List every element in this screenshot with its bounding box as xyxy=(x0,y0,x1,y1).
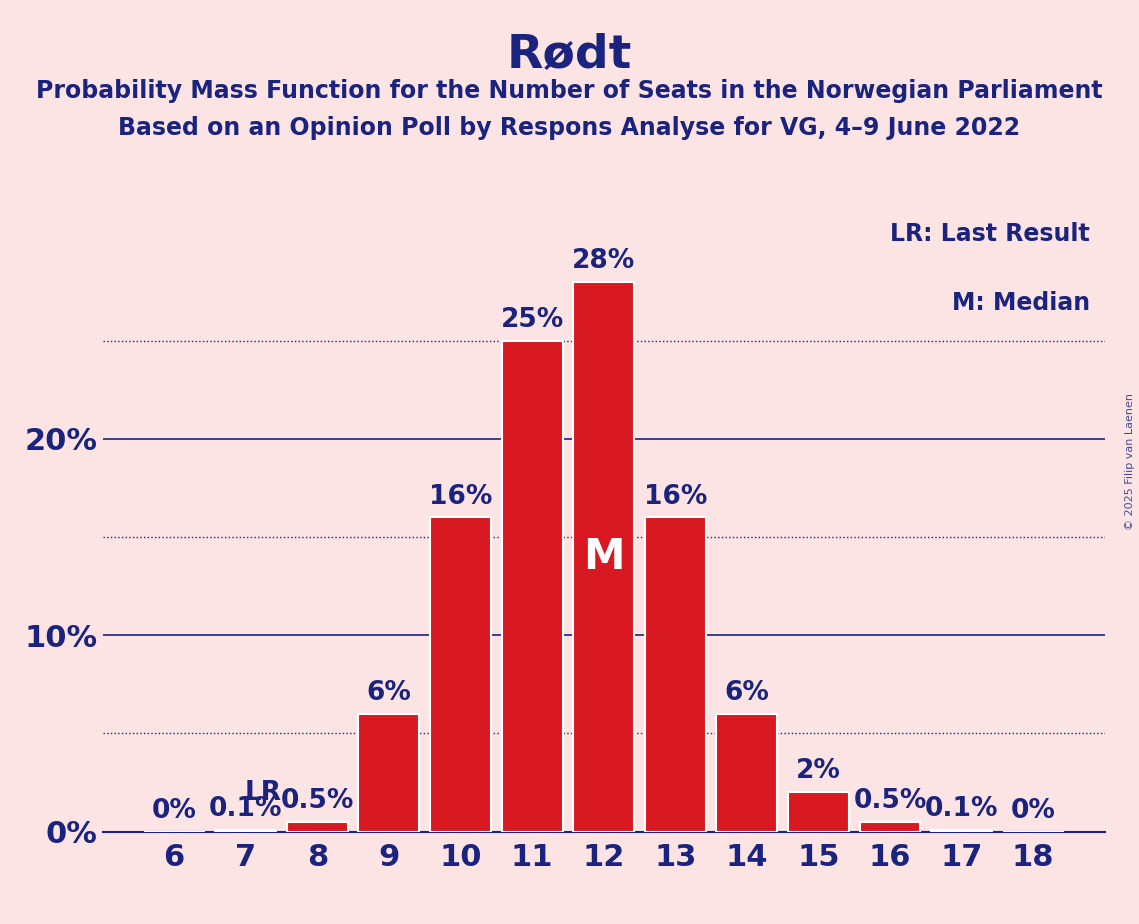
Text: Probability Mass Function for the Number of Seats in the Norwegian Parliament: Probability Mass Function for the Number… xyxy=(36,79,1103,103)
Text: Rødt: Rødt xyxy=(507,32,632,78)
Text: 6%: 6% xyxy=(724,680,769,706)
Text: © 2025 Filip van Laenen: © 2025 Filip van Laenen xyxy=(1125,394,1134,530)
Text: 0.5%: 0.5% xyxy=(853,788,927,814)
Bar xyxy=(788,793,849,832)
Bar xyxy=(860,821,920,832)
Text: 0%: 0% xyxy=(151,797,197,824)
Text: 0.1%: 0.1% xyxy=(925,796,999,821)
Text: M: M xyxy=(583,536,624,578)
Bar xyxy=(932,830,992,832)
Text: 0.5%: 0.5% xyxy=(280,788,354,814)
Bar xyxy=(359,713,419,832)
Text: LR: LR xyxy=(245,780,281,806)
Bar xyxy=(287,821,347,832)
Text: 28%: 28% xyxy=(572,248,636,274)
Text: 0.1%: 0.1% xyxy=(208,796,282,821)
Text: 6%: 6% xyxy=(367,680,411,706)
Bar xyxy=(716,713,777,832)
Bar xyxy=(645,517,706,832)
Text: Based on an Opinion Poll by Respons Analyse for VG, 4–9 June 2022: Based on an Opinion Poll by Respons Anal… xyxy=(118,116,1021,140)
Bar xyxy=(573,282,634,832)
Text: LR: Last Result: LR: Last Result xyxy=(890,222,1090,246)
Text: 0%: 0% xyxy=(1010,797,1056,824)
Text: 16%: 16% xyxy=(428,483,492,510)
Text: 16%: 16% xyxy=(644,483,707,510)
Text: 2%: 2% xyxy=(796,759,841,784)
Bar xyxy=(501,341,563,832)
Text: 25%: 25% xyxy=(500,307,564,333)
Bar xyxy=(215,830,276,832)
Text: M: Median: M: Median xyxy=(952,291,1090,315)
Bar xyxy=(431,517,491,832)
